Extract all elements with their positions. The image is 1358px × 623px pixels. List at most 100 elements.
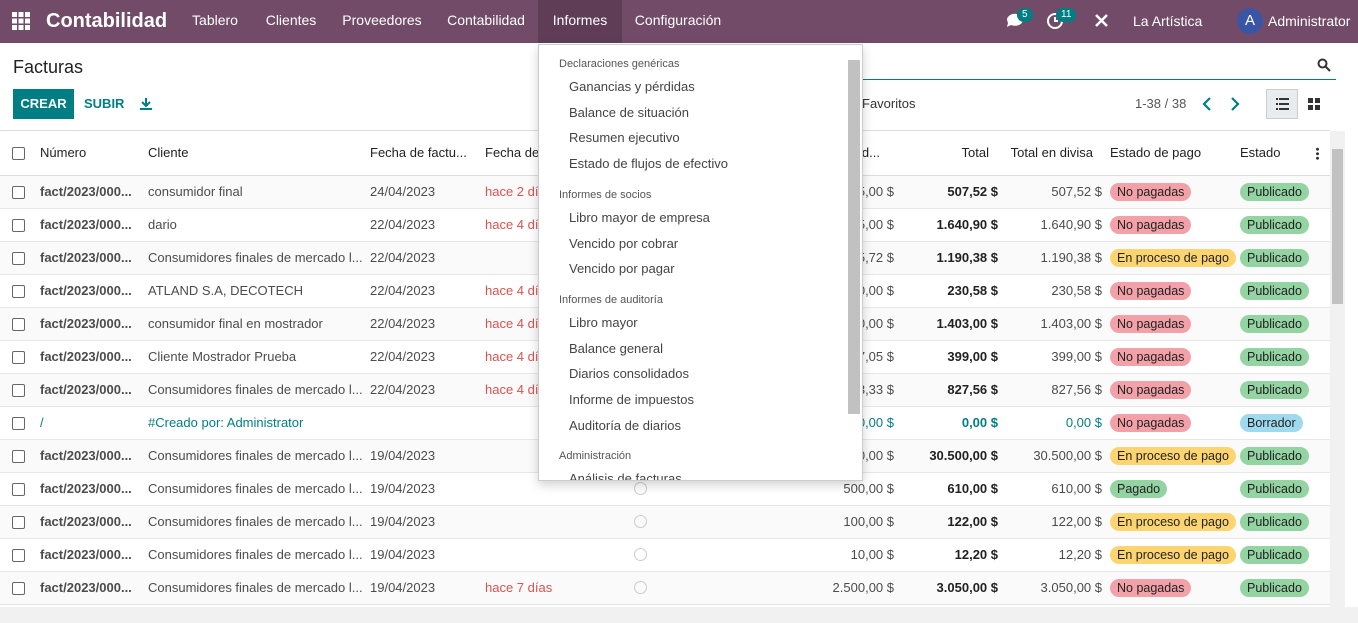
row-checkbox[interactable] [12, 483, 25, 496]
column-header[interactable]: Número [40, 145, 87, 160]
column-header[interactable]: Total en divisa [1010, 145, 1093, 160]
dropdown-item[interactable]: Auditoría de diarios [569, 417, 682, 433]
list-view-button[interactable] [1266, 89, 1298, 119]
state: Publicado [1240, 348, 1309, 366]
column-header[interactable]: Estado de pago [1110, 145, 1202, 160]
user-name[interactable]: Administrator [1268, 13, 1351, 29]
row-checkbox[interactable] [12, 186, 25, 199]
pager: 1-38 / 38 [1135, 96, 1187, 111]
menu-item[interactable]: Proveedores [342, 12, 422, 28]
column-header[interactable]: Total [961, 145, 989, 160]
menu-item[interactable]: Tablero [192, 12, 238, 28]
customer: Consumidores finales de mercado l... [148, 547, 363, 562]
customer: consumidor final [148, 184, 243, 199]
customer: dario [148, 217, 177, 232]
company-name[interactable]: La Artística [1133, 13, 1203, 29]
close-icon[interactable] [1094, 13, 1109, 28]
dropdown-item[interactable]: Resumen ejecutivo [569, 130, 680, 146]
untaxed-amount: 0,00 $ [857, 283, 894, 298]
dropdown-item[interactable]: Balance general [569, 340, 663, 356]
table-row[interactable] [0, 572, 1330, 605]
app-name[interactable]: Contabilidad [46, 10, 168, 32]
payment-state: No pagadas [1110, 315, 1192, 333]
due-date: hace 4 días [485, 316, 553, 331]
customer: consumidor final en mostrador [148, 316, 323, 331]
row-checkbox[interactable] [12, 318, 25, 331]
row-checkbox[interactable] [12, 351, 25, 364]
avatar[interactable]: A [1237, 8, 1263, 34]
row-checkbox[interactable] [12, 450, 25, 463]
total: 12,20 $ [954, 547, 998, 562]
column-header[interactable]: Fecha de [485, 145, 540, 160]
apps-icon[interactable] [12, 12, 30, 30]
untaxed-amount: 500,00 $ [843, 481, 894, 496]
row-checkbox[interactable] [12, 285, 25, 298]
state: Publicado [1240, 282, 1309, 300]
invoice-number: fact/2023/000... [40, 349, 132, 364]
download-icon[interactable] [139, 97, 153, 111]
activity-icon[interactable] [634, 581, 647, 594]
untaxed-amount: 5,72 $ [857, 250, 894, 265]
row-checkbox[interactable] [12, 417, 25, 430]
state: Publicado [1240, 183, 1309, 201]
due-date: hace 4 días [485, 283, 553, 298]
kanban-view-button[interactable] [1308, 98, 1320, 110]
activity-icon[interactable] [634, 482, 647, 495]
row-checkbox[interactable] [12, 384, 25, 397]
dropdown-item[interactable]: Ganancias y pérdidas [569, 79, 695, 94]
untaxed-amount: 0,00 $ [857, 316, 894, 331]
pager-next[interactable] [1228, 97, 1242, 111]
total: 1.403,00 $ [936, 316, 998, 331]
dropdown-item[interactable]: Vencido por pagar [569, 261, 675, 277]
chat-badge: 5 [1017, 8, 1033, 22]
row-checkbox[interactable] [12, 219, 25, 232]
activity-icon[interactable] [634, 515, 647, 528]
total: 399,00 $ [947, 349, 998, 364]
payment-state: En proceso de pago [1110, 546, 1236, 564]
table-row[interactable] [0, 506, 1330, 539]
create-button[interactable]: CREAR [13, 89, 74, 119]
payment-state: No pagadas [1110, 183, 1192, 201]
untaxed-amount: 100,00 $ [843, 514, 894, 529]
table-row[interactable] [0, 539, 1330, 572]
column-header[interactable]: Fecha de factu... [370, 145, 467, 160]
dropdown-item[interactable]: Diarios consolidados [569, 366, 689, 382]
menu-item[interactable]: Informes [538, 0, 622, 43]
menu-item[interactable]: Clientes [265, 12, 317, 28]
dropdown-item[interactable]: Balance de situación [569, 104, 689, 120]
vertical-scrollbar[interactable] [1330, 131, 1345, 607]
horizontal-scrollbar[interactable] [0, 607, 1358, 623]
column-header[interactable]: Estado [1240, 145, 1281, 160]
search-icon[interactable] [1317, 58, 1331, 72]
due-date: hace 4 días [485, 217, 553, 232]
menu-item[interactable]: Contabilidad [447, 12, 525, 28]
upload-button[interactable]: SUBIR [84, 96, 125, 111]
dropdown-item[interactable]: Estado de flujos de efectivo [569, 156, 728, 172]
row-checkbox[interactable] [12, 252, 25, 265]
pager-prev[interactable] [1200, 97, 1214, 111]
dropdown-item[interactable]: Libro mayor [569, 314, 638, 330]
invoice-number: fact/2023/000... [40, 514, 132, 529]
total: 827,56 $ [947, 382, 998, 397]
header-checkbox[interactable] [12, 147, 25, 160]
menu-item[interactable]: Configuración [634, 12, 722, 28]
dropdown-scrollbar[interactable] [848, 60, 860, 414]
invoice-number: fact/2023/000... [40, 283, 132, 298]
dropdown-item[interactable]: Análisis de facturas [569, 471, 682, 481]
activity-icon[interactable] [634, 548, 647, 561]
invoice-number: fact/2023/000... [40, 448, 132, 463]
customer: Consumidores finales de mercado l... [148, 514, 363, 529]
row-checkbox[interactable] [12, 549, 25, 562]
dropdown-item[interactable]: Informe de impuestos [569, 392, 695, 407]
column-options[interactable] [1316, 147, 1319, 160]
column-header[interactable]: d... [861, 145, 880, 160]
total-currency: 230,58 $ [1051, 283, 1102, 298]
column-header[interactable]: Cliente [148, 145, 189, 160]
payment-state: En proceso de pago [1110, 447, 1236, 465]
row-checkbox[interactable] [12, 582, 25, 595]
navbar: Contabilidad 5 11 La Artística A Adminis… [0, 0, 1358, 43]
row-checkbox[interactable] [12, 516, 25, 529]
favorites[interactable]: Favoritos [862, 96, 916, 111]
dropdown-item[interactable]: Vencido por cobrar [569, 235, 679, 251]
dropdown-item[interactable]: Libro mayor de empresa [569, 209, 710, 225]
